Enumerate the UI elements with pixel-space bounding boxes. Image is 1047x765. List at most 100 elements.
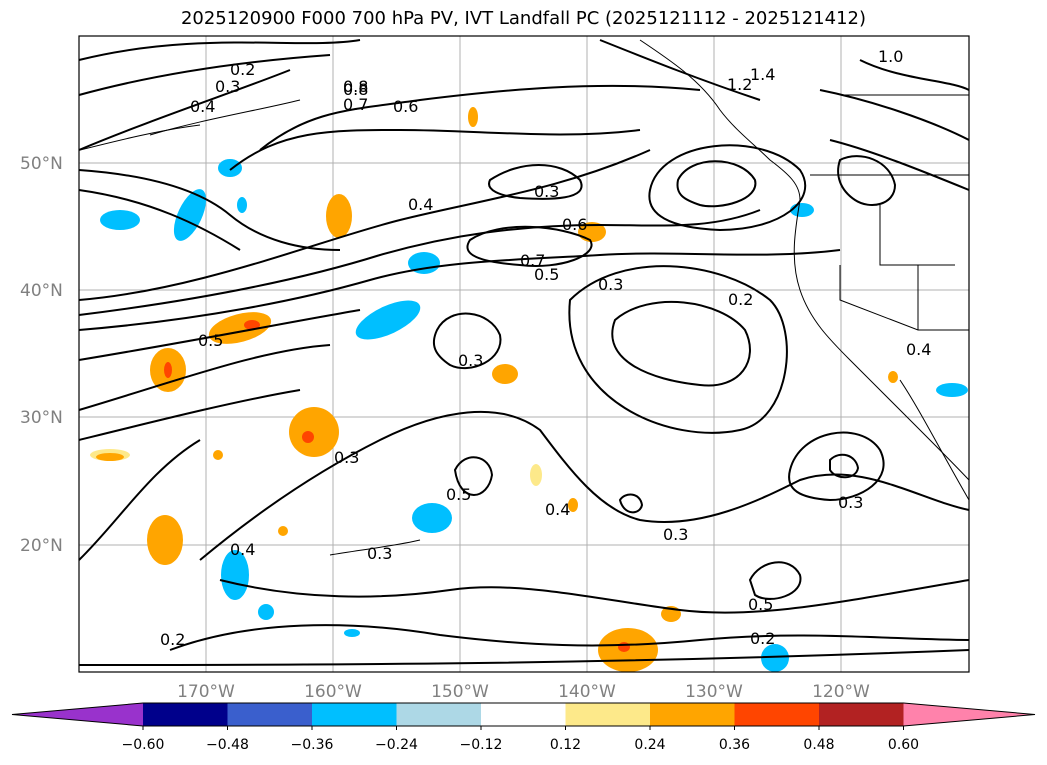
colorbar-tick-label: −0.60 (122, 737, 165, 753)
contour-line (78, 189, 241, 251)
coastline-baja (899, 379, 970, 501)
contour-line (78, 69, 291, 151)
lon-label: 170°W (177, 682, 235, 702)
positive-anomaly-core (164, 362, 172, 378)
contour-line (837, 155, 897, 206)
contour-line (859, 59, 970, 91)
positive-anomaly (278, 526, 288, 536)
positive-anomaly (147, 515, 183, 565)
contour-label: 0.2 (750, 629, 775, 648)
positive-anomaly-core (618, 642, 630, 652)
contour-line (78, 389, 301, 441)
colorbar-tick-label: 0.48 (803, 737, 834, 753)
negative-anomaly (221, 550, 249, 600)
border-line (879, 205, 955, 266)
positive-anomaly (289, 407, 339, 457)
contour-line (78, 439, 201, 561)
colorbar-tick-label: −0.12 (460, 737, 503, 753)
longitude-labels: 170°W 160°W 150°W 140°W 130°W 120°W (177, 682, 870, 702)
contour-line (788, 431, 885, 502)
colorbar-segment (227, 703, 313, 726)
contour-line (78, 169, 341, 251)
positive-anomaly-core (244, 320, 260, 330)
contour-line (599, 39, 761, 101)
negative-anomaly (344, 629, 360, 637)
contour-line (78, 209, 761, 316)
plot-title: 2025120900 F000 700 hPa PV, IVT Landfall… (180, 8, 867, 29)
negative-anomaly (258, 604, 274, 620)
contour-label: 0.6 (562, 215, 587, 234)
colorbar-tick-label: −0.48 (206, 737, 249, 753)
contour-label: 0.2 (728, 290, 753, 309)
negative-anomaly (790, 203, 814, 217)
coastline-aleutians (79, 124, 201, 151)
positive-anomaly (96, 453, 124, 461)
positive-anomaly (213, 450, 223, 460)
colorbar-segment (734, 703, 820, 726)
contour-label: 0.8 (343, 80, 368, 99)
contour-line (568, 265, 788, 434)
contour-label: 0.3 (534, 182, 559, 201)
contour-line (648, 144, 807, 232)
contour-label: 0.3 (215, 77, 240, 96)
lon-label: 150°W (431, 682, 489, 702)
negative-anomaly (936, 383, 968, 397)
positive-anomaly (208, 312, 272, 344)
colorbar-tick-label: −0.36 (291, 737, 334, 753)
colorbar-tick-label: −0.24 (375, 737, 418, 753)
coastline-aleutians (149, 99, 301, 136)
contour-line (199, 410, 970, 561)
contour-line (466, 225, 593, 267)
contour-label: 0.5 (748, 595, 773, 614)
negative-anomaly (218, 159, 242, 177)
contour-line (819, 89, 970, 141)
colorbar-tick-label: 0.60 (888, 737, 919, 753)
contour-label: 0.4 (545, 500, 570, 519)
negative-anomaly (237, 197, 247, 213)
negative-anomaly (355, 300, 421, 340)
contour-label: 0.4 (190, 97, 215, 116)
negative-anomaly (761, 644, 789, 672)
latitude-labels: 50°N 40°N 30°N 20°N (20, 154, 63, 556)
contour-label: 0.4 (408, 195, 433, 214)
contour-line (219, 579, 970, 614)
contour-line (611, 300, 751, 387)
contour-label: 0.4 (230, 540, 255, 559)
contour-label: 0.5 (534, 265, 559, 284)
colorbar-segment (481, 703, 566, 726)
contour-line (78, 39, 361, 61)
contour-label: 0.2 (160, 630, 185, 649)
contour-line (829, 453, 860, 479)
contour-label: 0.5 (446, 485, 471, 504)
contour-line (78, 344, 331, 411)
positive-anomaly-core (302, 431, 314, 443)
contour-line (432, 312, 502, 370)
contour-line (748, 561, 802, 600)
contour-line (229, 128, 641, 171)
contour-label: 0.7 (343, 95, 368, 114)
negative-anomaly (173, 189, 207, 241)
contour-label: 0.3 (367, 544, 392, 563)
contour-line (78, 54, 331, 96)
colorbar-segment (565, 703, 651, 726)
graticule (79, 36, 969, 672)
lon-label: 140°W (558, 682, 616, 702)
colorbar-segment (819, 703, 904, 726)
negative-anomaly (408, 252, 440, 274)
colorbar-extend-min (12, 703, 143, 726)
pc-fill-regions (90, 107, 968, 672)
lon-label: 160°W (304, 682, 362, 702)
border-line (839, 265, 969, 331)
pv-contours (78, 39, 970, 666)
colorbar-tick-label: 0.24 (634, 737, 665, 753)
lon-label: 130°W (685, 682, 743, 702)
positive-anomaly (530, 464, 542, 486)
contour-line (78, 309, 361, 361)
colorbar-segment (143, 703, 228, 726)
contour-label: 0.6 (393, 97, 418, 116)
contour-line (78, 649, 970, 666)
contour-line (78, 149, 651, 301)
lat-label: 20°N (20, 536, 63, 556)
contour-line (676, 160, 757, 208)
